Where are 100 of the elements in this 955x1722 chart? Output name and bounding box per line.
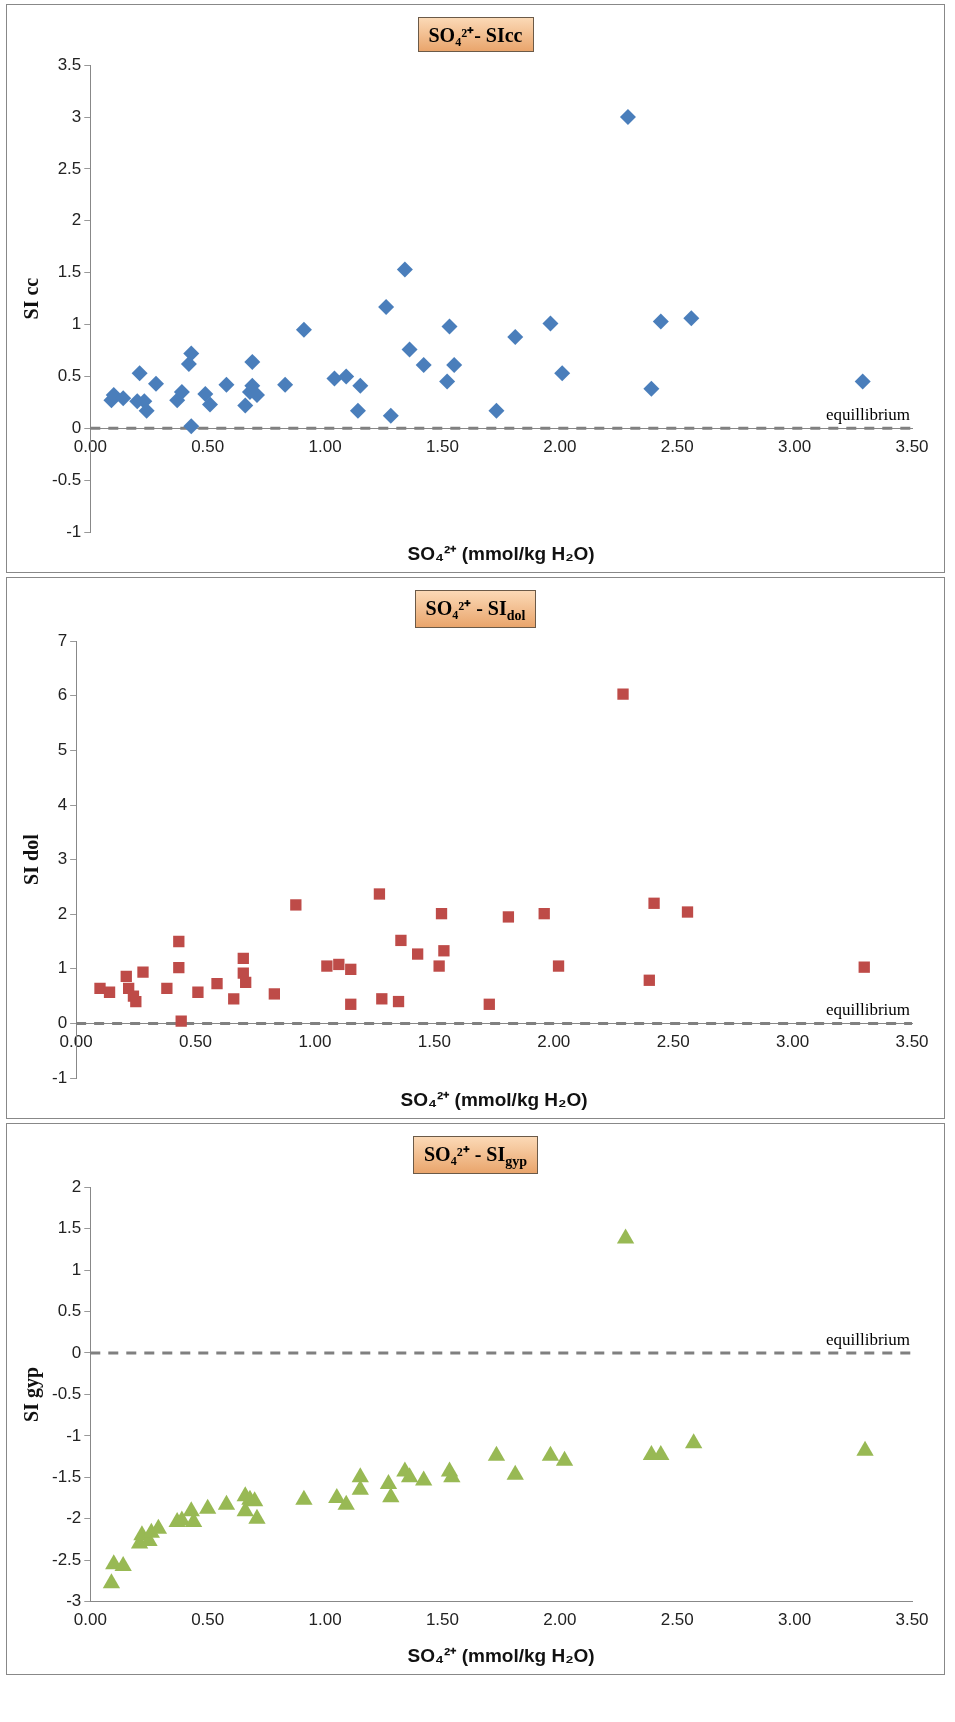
point (175, 1015, 187, 1027)
point (217, 1494, 236, 1510)
point (349, 402, 366, 419)
point (435, 908, 448, 920)
point (228, 993, 240, 1005)
point (643, 380, 660, 397)
point (333, 958, 345, 971)
point (248, 1508, 266, 1524)
x-tick-label: 2.00 (537, 1032, 571, 1052)
point (137, 966, 149, 978)
x-tick-label: 2.00 (543, 437, 577, 457)
point (120, 970, 132, 983)
y-tick-label: 1 (71, 314, 82, 334)
y-tick-label: 2.5 (57, 158, 82, 178)
y-tick-label: 0 (71, 1342, 82, 1362)
point (683, 310, 700, 327)
x-tick-label: 0.50 (191, 1610, 225, 1630)
point (161, 982, 173, 995)
point (345, 963, 357, 975)
y-tick-label: 2 (71, 210, 82, 230)
x-tick-label: 0.50 (178, 1032, 213, 1052)
ref-line-label: equillibrium (825, 1329, 910, 1349)
ref-line-label: equillibrium (825, 405, 910, 425)
y-tick-label: 0.5 (57, 366, 82, 386)
point (277, 376, 294, 393)
point (502, 911, 515, 923)
x-axis-title: SO₄²⁺ (mmol/kg H₂O) (407, 542, 595, 564)
y-tick-label: 0.5 (57, 1301, 82, 1321)
point (321, 960, 333, 972)
x-tick-label: 1.00 (308, 1610, 342, 1630)
point (237, 952, 249, 965)
x-tick-label: 2.50 (660, 437, 694, 457)
y-tick-label: 1 (57, 958, 68, 978)
point (240, 976, 252, 989)
point (685, 1433, 703, 1449)
point (138, 402, 155, 419)
point (192, 986, 204, 998)
point (858, 961, 870, 973)
y-axis-title: SI dol (20, 833, 43, 885)
point (541, 1445, 560, 1461)
point (148, 375, 165, 392)
point (507, 328, 524, 345)
point (441, 318, 458, 335)
point (373, 888, 386, 900)
point (376, 993, 388, 1005)
y-tick-label: -1 (51, 1067, 68, 1087)
y-tick-label: -1.5 (52, 1466, 82, 1486)
x-tick-label: 3.50 (895, 1610, 929, 1630)
x-tick-label: 2.50 (660, 1610, 694, 1630)
point (446, 356, 463, 373)
y-tick-label: 5 (57, 740, 68, 760)
x-tick-label: 0.50 (191, 437, 225, 457)
x-tick-label: 1.50 (425, 437, 459, 457)
point (199, 1498, 217, 1514)
point (180, 355, 197, 372)
x-tick-label: 0.00 (73, 1610, 107, 1630)
point (244, 353, 261, 370)
y-tick-label: -1 (66, 521, 82, 541)
point (382, 1487, 400, 1503)
point (295, 321, 312, 338)
x-axis-title: SO₄²⁺ (mmol/kg H₂O) (407, 1644, 595, 1666)
point (268, 988, 280, 1000)
y-tick-label: -3 (66, 1591, 82, 1611)
point (411, 948, 424, 960)
point (130, 995, 142, 1008)
y-tick-label: 1 (71, 1259, 82, 1279)
point (351, 1467, 369, 1483)
y-tick-label: 6 (57, 685, 68, 705)
y-tick-label: 2 (57, 903, 68, 923)
point (483, 998, 495, 1010)
y-tick-label: 0 (57, 1013, 68, 1033)
y-tick-label: -1 (66, 1425, 82, 1445)
point (648, 897, 660, 909)
point (114, 1555, 132, 1571)
point (295, 1489, 313, 1505)
point (643, 974, 655, 986)
point (103, 986, 116, 998)
x-tick-label: 3.00 (776, 1032, 810, 1052)
point (202, 396, 219, 413)
point (538, 908, 550, 920)
point (681, 906, 694, 918)
point (337, 1494, 355, 1510)
x-tick-label: 3.50 (895, 437, 929, 457)
point (488, 402, 505, 419)
y-axis-title: SI gyp (20, 1366, 44, 1422)
x-tick-label: 0.00 (59, 1032, 93, 1052)
y-tick-label: -0.5 (52, 1384, 82, 1404)
y-tick-label: -0.5 (52, 469, 82, 489)
point (396, 261, 413, 278)
chart-title: SO₄²⁺ - SI$_{dol}$ (414, 590, 537, 628)
y-tick-label: 4 (57, 794, 68, 814)
chart-title: SO₄²⁺- SIcc (417, 17, 534, 52)
point (856, 1440, 874, 1456)
y-tick-label: 1.5 (57, 262, 82, 282)
point (290, 899, 302, 911)
point (555, 1450, 574, 1466)
point (345, 998, 357, 1010)
x-tick-label: 2.50 (656, 1032, 690, 1052)
x-axis-title: SO₄²⁺ (mmol/kg H₂O) (400, 1088, 588, 1110)
point (401, 341, 418, 358)
